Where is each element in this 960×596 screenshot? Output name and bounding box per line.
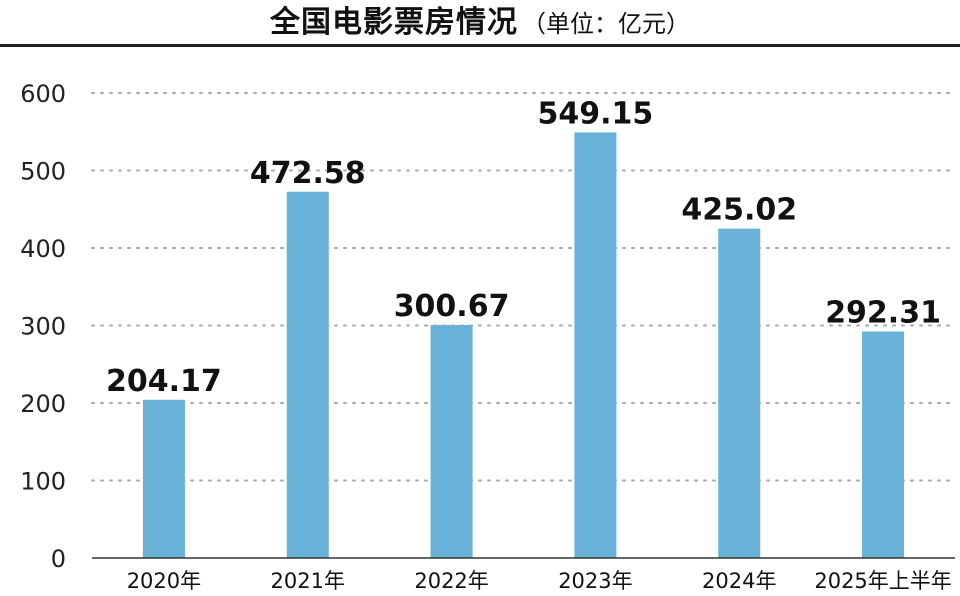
bars bbox=[142, 132, 905, 559]
bar-value-label: 549.15 bbox=[538, 96, 654, 131]
y-tick-label: 300 bbox=[20, 313, 66, 341]
bar bbox=[430, 324, 473, 558]
bar-value-label: 204.17 bbox=[106, 364, 222, 399]
bar-value-label: 472.58 bbox=[250, 156, 366, 191]
y-tick-label: 400 bbox=[20, 235, 66, 263]
y-tick-label: 600 bbox=[20, 80, 66, 108]
x-category-label: 2020年 bbox=[127, 569, 201, 593]
y-axis-ticks: 0 100 200 300 400 500 600 bbox=[20, 80, 66, 573]
x-category-label: 2022年 bbox=[414, 569, 488, 593]
y-tick-label: 0 bbox=[51, 545, 66, 573]
bar bbox=[574, 132, 617, 558]
y-tick-label: 500 bbox=[20, 158, 66, 186]
x-category-label: 2021年 bbox=[271, 569, 345, 593]
chart-unit-subtitle: （单位：亿元） bbox=[522, 10, 690, 38]
x-axis-categories: 2020年 2021年 2022年 2023年 2024年 2025年上半年 bbox=[127, 569, 952, 593]
bar-value-label: 292.31 bbox=[825, 295, 941, 330]
bar bbox=[142, 399, 185, 558]
data-labels: 204.17 472.58 300.67 549.15 425.02 292.31 bbox=[106, 96, 941, 398]
title-divider bbox=[0, 44, 960, 47]
x-category-label: 2023年 bbox=[558, 569, 632, 593]
y-tick-label: 200 bbox=[20, 390, 66, 418]
bar bbox=[862, 331, 905, 558]
bar-value-label: 300.67 bbox=[394, 289, 510, 324]
y-tick-label: 100 bbox=[20, 468, 66, 496]
chart-title-bar: 全国电影票房情况 （单位：亿元） bbox=[0, 0, 960, 46]
x-category-label: 2024年 bbox=[702, 569, 776, 593]
gridlines bbox=[91, 92, 956, 482]
bar bbox=[718, 228, 761, 558]
chart-title: 全国电影票房情况 bbox=[270, 5, 518, 40]
bar-value-label: 425.02 bbox=[681, 193, 797, 228]
bar bbox=[286, 191, 329, 559]
x-category-label: 2025年上半年 bbox=[814, 569, 951, 593]
